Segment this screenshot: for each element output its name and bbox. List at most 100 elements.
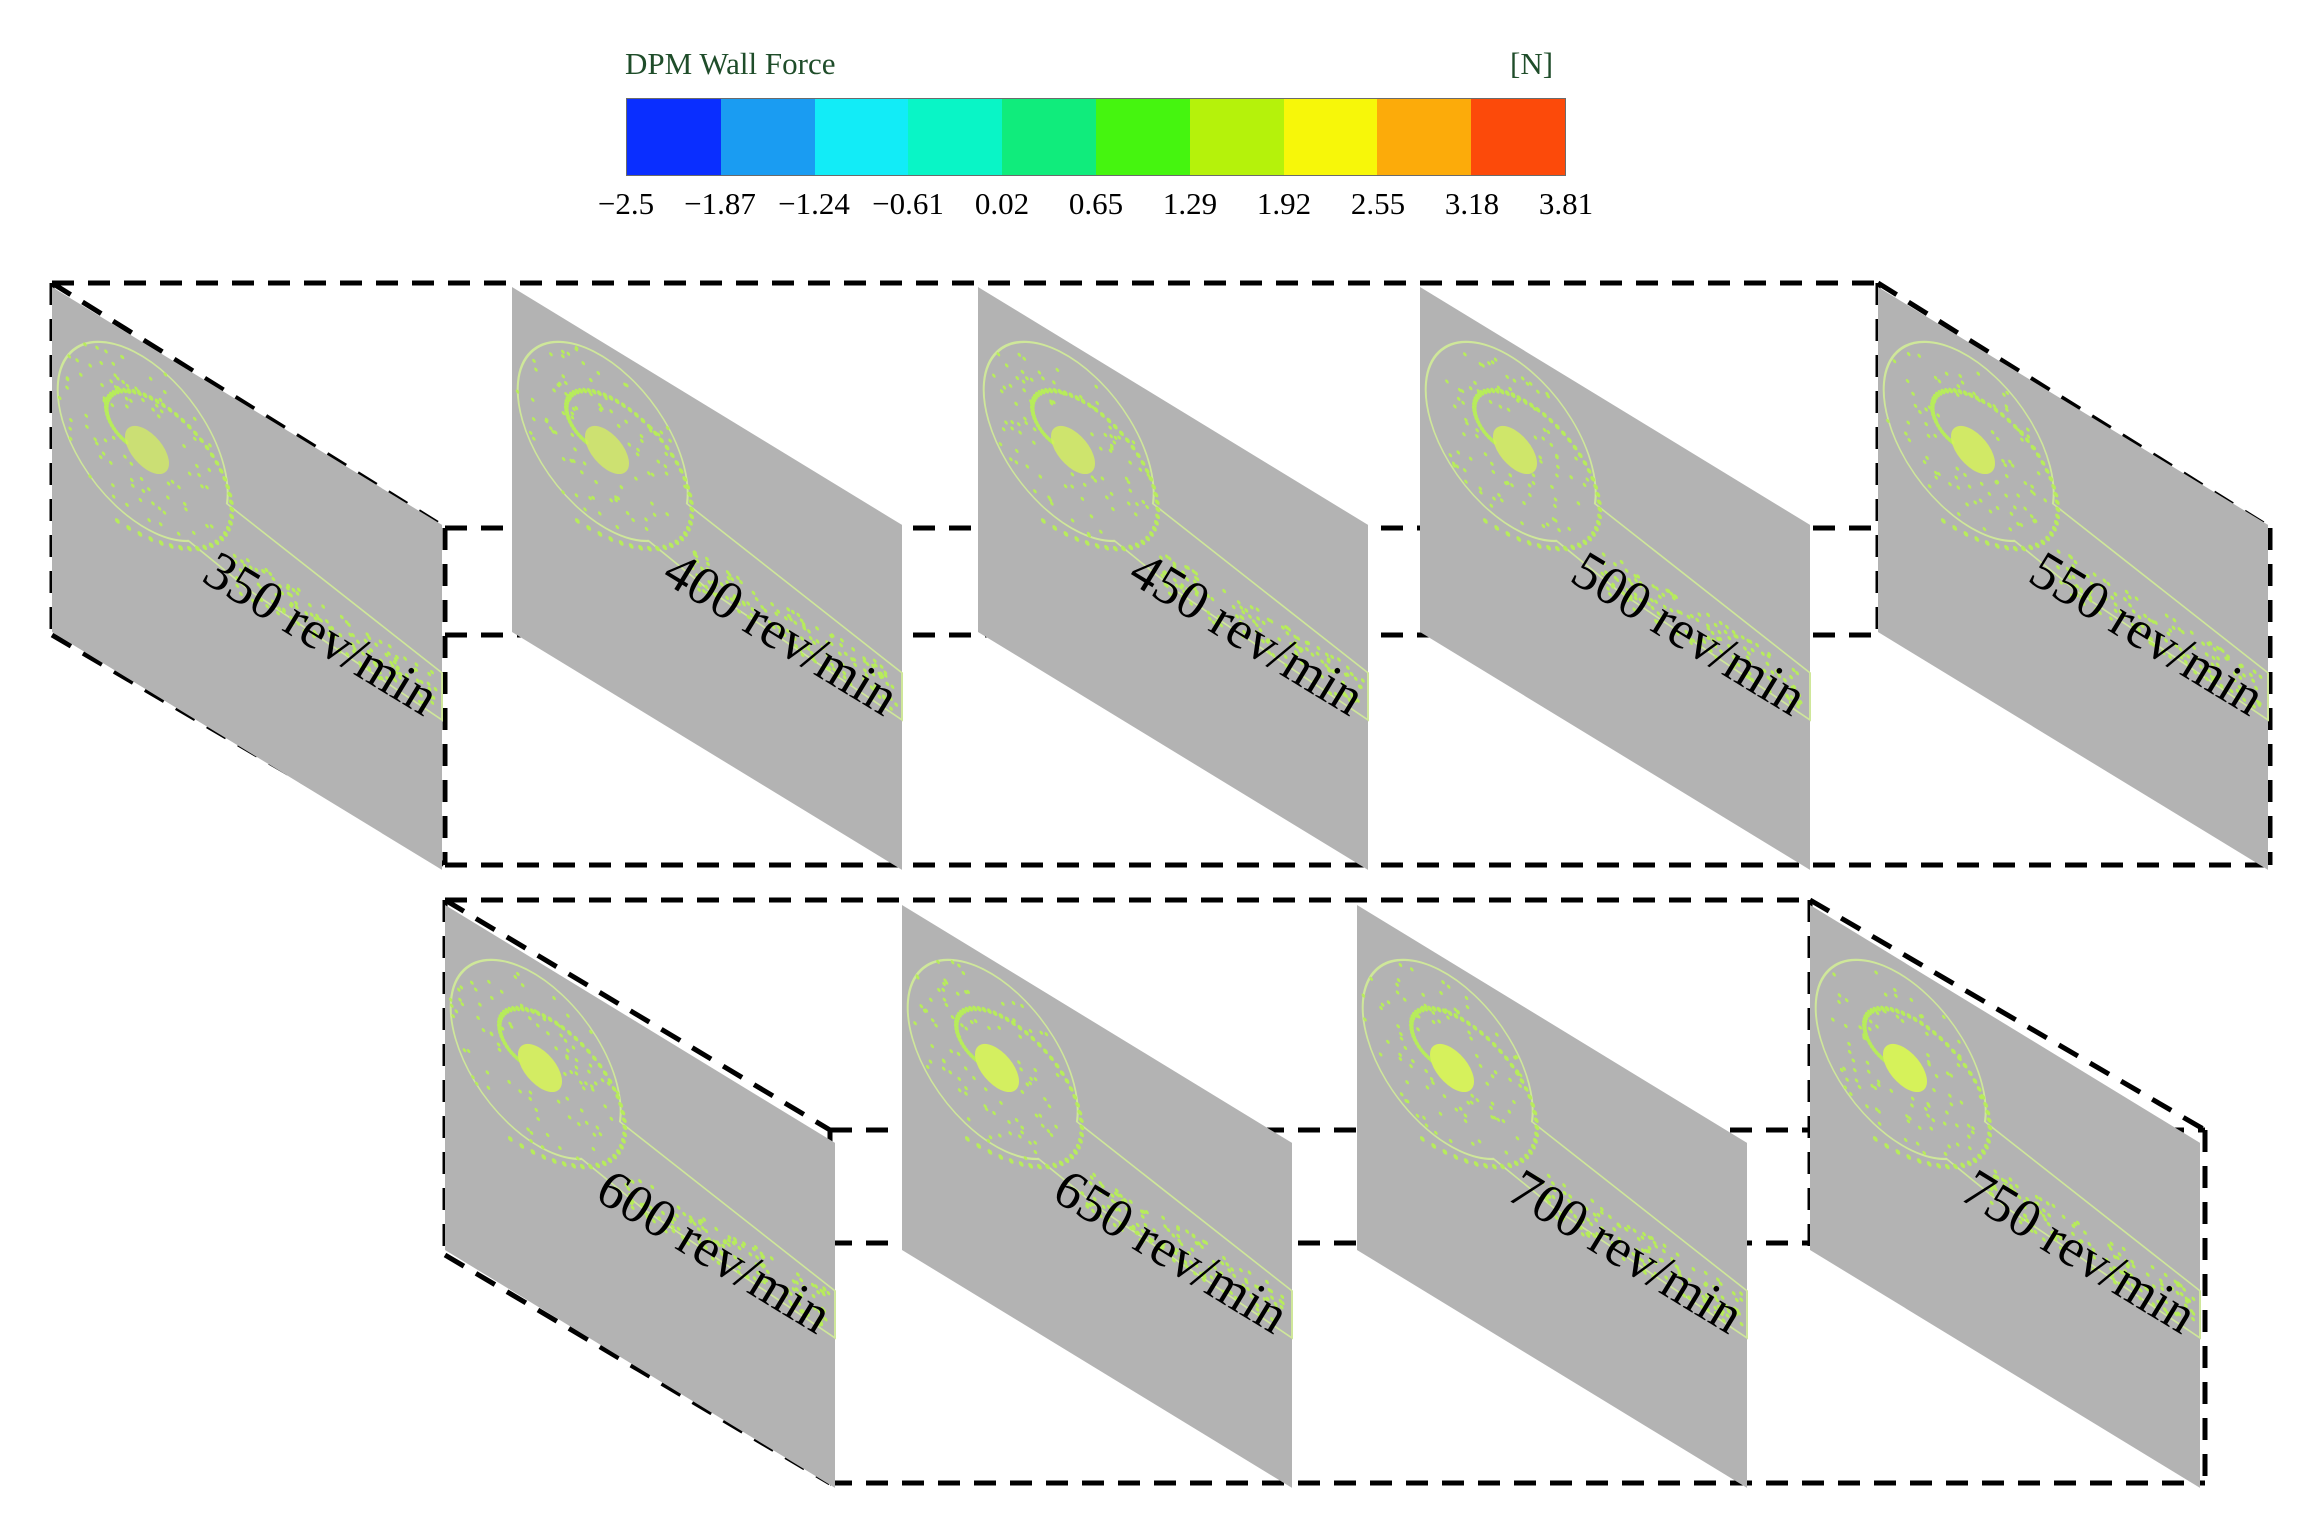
particle [1025, 376, 1029, 381]
particle [1522, 398, 1528, 405]
particle [953, 1023, 959, 1030]
particle [1028, 1081, 1033, 1086]
particle [2132, 1286, 2137, 1291]
particle [134, 386, 138, 391]
particle [563, 1038, 568, 1043]
particle [1937, 389, 1943, 396]
particle [1247, 1270, 1252, 1275]
particle [138, 497, 143, 503]
particle [1586, 1231, 1591, 1236]
particle [1599, 1206, 1604, 1212]
particle [1293, 634, 1298, 640]
particle [2179, 1283, 2183, 1288]
particle [1790, 685, 1795, 691]
particle [352, 649, 356, 654]
particle [2069, 593, 2074, 598]
particle [1515, 1136, 1520, 1141]
particle [433, 686, 438, 692]
particle [1635, 1252, 1640, 1258]
particle [496, 1042, 501, 1047]
particle [1044, 1032, 1049, 1037]
particle [564, 408, 570, 415]
particle [1254, 622, 1259, 628]
particle [1906, 1119, 1911, 1124]
particle [913, 1021, 917, 1026]
particle [1900, 1018, 1905, 1024]
particle [1545, 391, 1549, 397]
particle [1076, 1143, 1081, 1150]
particle [541, 1013, 547, 1019]
particle [1628, 596, 1633, 602]
particle [992, 373, 996, 378]
particle [959, 1009, 964, 1016]
particle [2151, 1302, 2156, 1307]
particle [1706, 612, 1711, 618]
particle [1416, 1007, 1422, 1014]
particle [1718, 1281, 1723, 1286]
particle [592, 1132, 597, 1137]
particle [1181, 570, 1186, 575]
particle [1505, 480, 1510, 485]
particle [1280, 625, 1285, 630]
particle [811, 656, 815, 662]
particle [1403, 1045, 1408, 1051]
particle [727, 1238, 731, 1243]
particle [584, 1120, 589, 1125]
particle [2009, 511, 2014, 516]
particle [1119, 430, 1124, 437]
particle [2115, 1255, 2120, 1261]
particle [1906, 351, 1911, 357]
particle [1176, 1225, 1181, 1230]
particle [696, 1227, 701, 1232]
rotor-panel [1810, 905, 2201, 1488]
particle [830, 662, 834, 667]
particle [1651, 584, 1656, 589]
particle [377, 670, 382, 675]
particle [1386, 1000, 1391, 1005]
particle [1020, 1003, 1024, 1009]
legend-title: DPM Wall Force [625, 46, 836, 81]
particle [1635, 1247, 1639, 1253]
particle [687, 491, 693, 498]
particle [1255, 1302, 1260, 1308]
particle [154, 398, 160, 405]
particle [2005, 1204, 2009, 1210]
particle [2100, 585, 2105, 590]
particle [103, 402, 109, 408]
particle [1040, 388, 1046, 395]
particle [1033, 1149, 1038, 1155]
particle [622, 1131, 627, 1138]
particle [733, 1236, 737, 1242]
particle [1942, 1014, 1946, 1020]
particle [2030, 444, 2036, 451]
particle [1591, 531, 1596, 537]
particle [1277, 637, 1282, 642]
particle [2002, 1201, 2007, 1207]
particle [1637, 1256, 1642, 1261]
particle [395, 666, 400, 672]
particle [1483, 1162, 1489, 1169]
particle [1184, 565, 1189, 570]
particle [1112, 423, 1118, 430]
particle [180, 417, 186, 424]
particle [1748, 639, 1753, 644]
particle [581, 1086, 586, 1091]
particle [536, 1116, 540, 1122]
color-bar-segment [1283, 99, 1378, 175]
particle [739, 1257, 744, 1263]
particle [1695, 617, 1700, 623]
particle [2094, 607, 2099, 612]
particle [2043, 498, 2047, 503]
particle [261, 568, 265, 574]
particle [1704, 1293, 1709, 1298]
particle [219, 535, 225, 542]
color-bar-tick-label: 2.55 [1350, 186, 1406, 221]
particle [964, 1086, 968, 1091]
particle [108, 460, 113, 465]
particle [650, 1184, 655, 1190]
particle [1932, 1030, 1937, 1036]
particle [1701, 1294, 1706, 1300]
particle [1441, 1008, 1447, 1014]
particle [1593, 483, 1599, 490]
particle [620, 1109, 626, 1116]
